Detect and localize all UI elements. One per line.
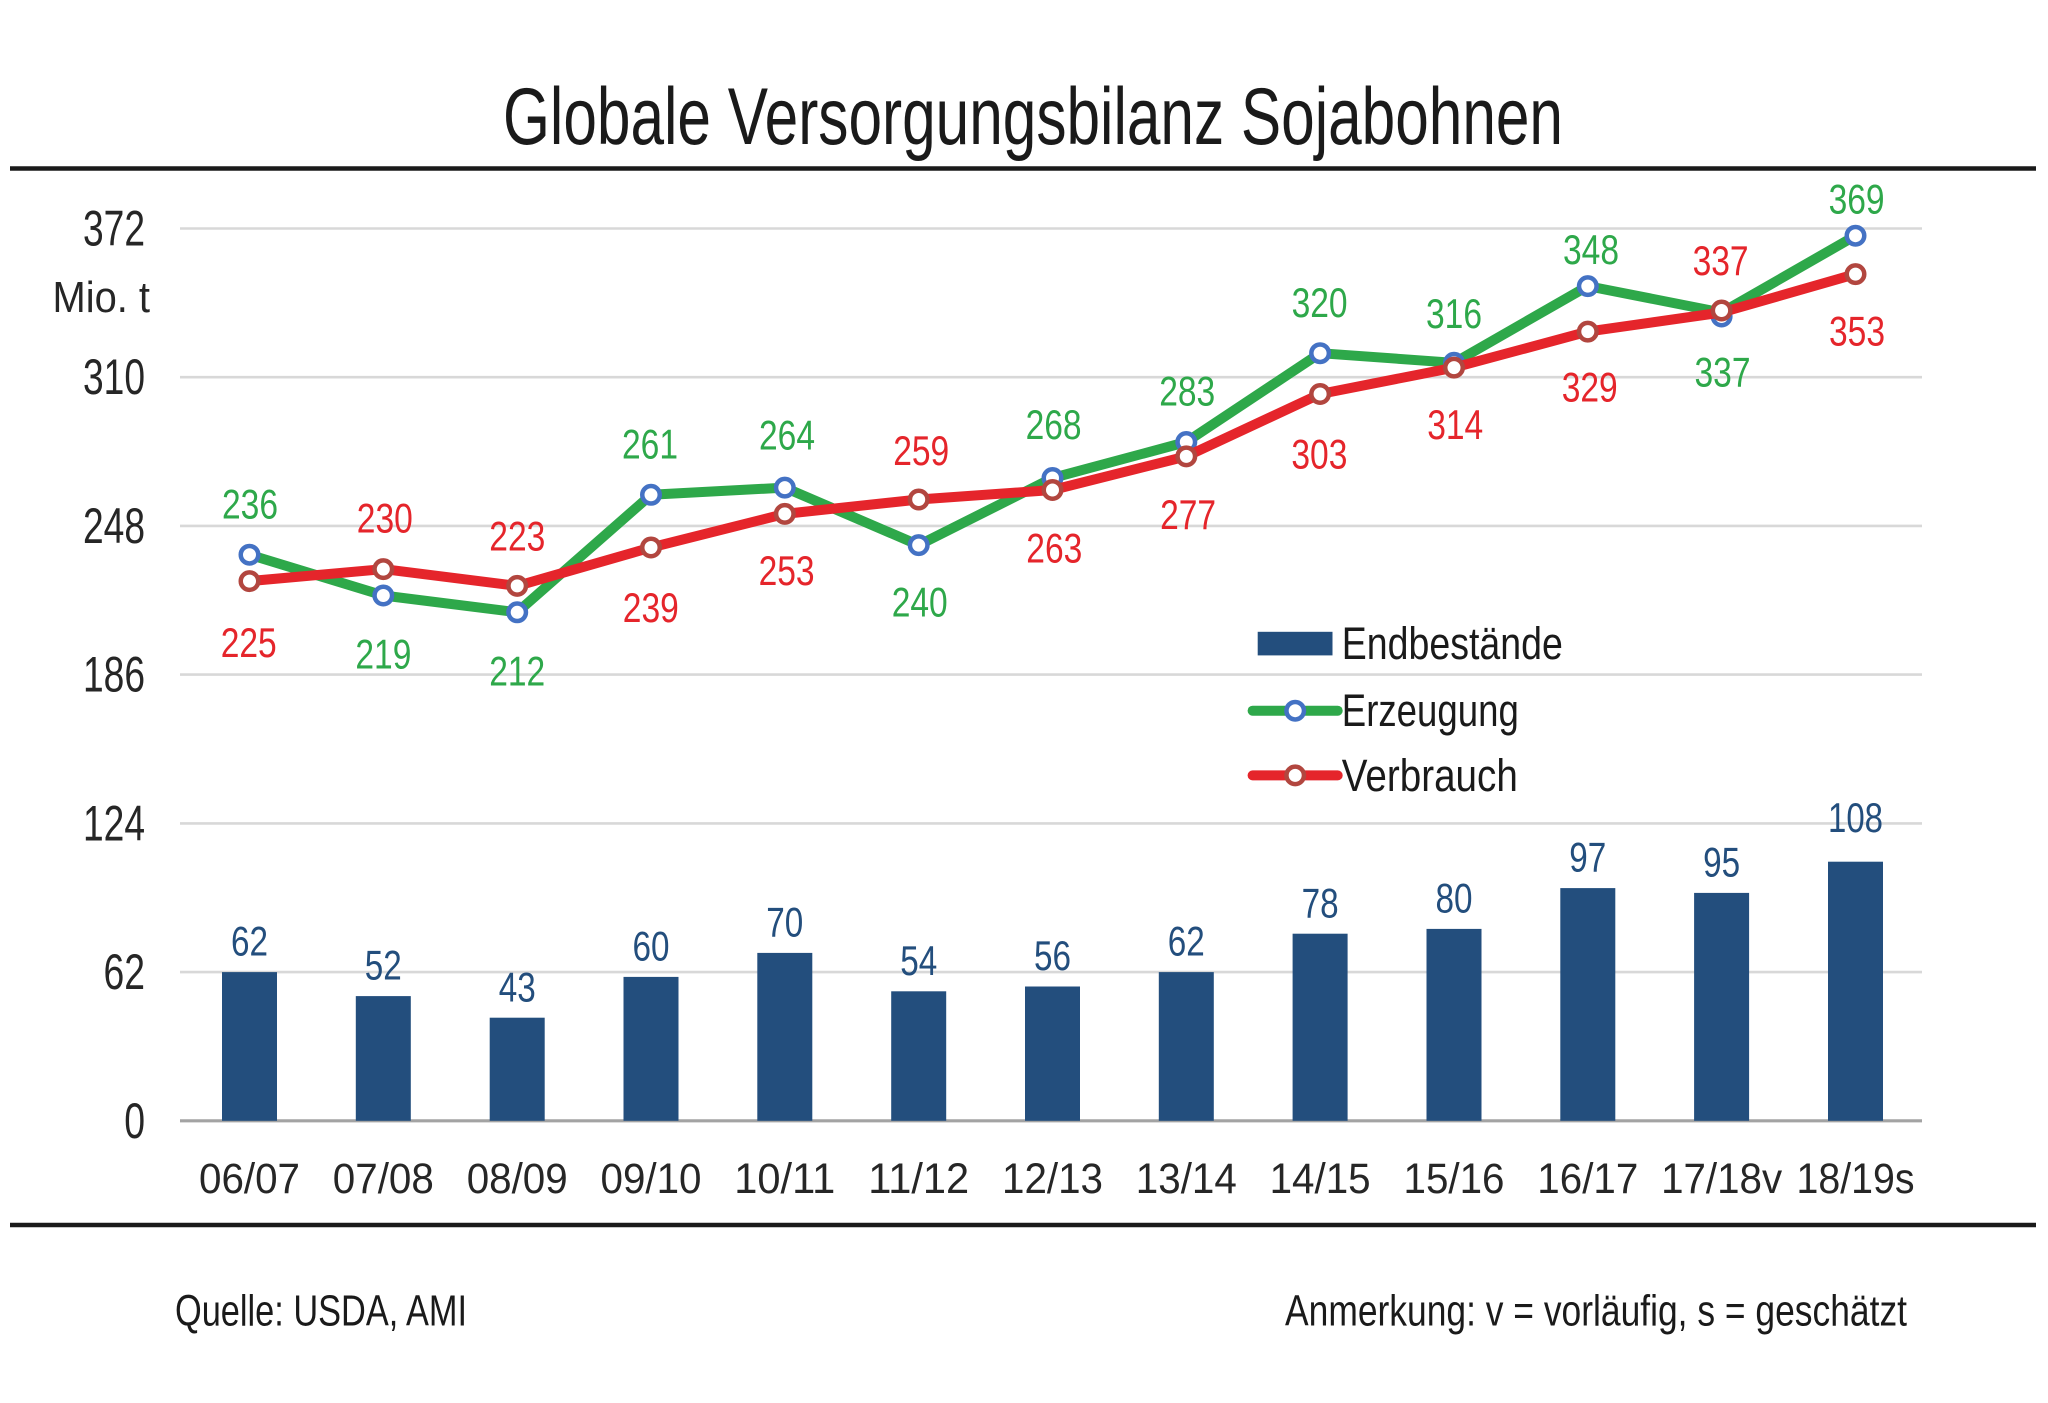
svg-text:12/13: 12/13 xyxy=(1002,1155,1103,1203)
svg-text:80: 80 xyxy=(1436,875,1473,922)
svg-text:Anmerkung: v = vorläufig, s =: Anmerkung: v = vorläufig, s = geschätzt xyxy=(1285,1287,1907,1336)
svg-text:320: 320 xyxy=(1292,279,1348,326)
svg-text:62: 62 xyxy=(231,918,268,965)
svg-text:337: 337 xyxy=(1695,349,1751,396)
svg-text:Globale Versorgungsbilanz Soja: Globale Versorgungsbilanz Sojabohnen xyxy=(503,72,1563,162)
svg-text:17/18v: 17/18v xyxy=(1661,1155,1782,1203)
svg-text:09/10: 09/10 xyxy=(601,1155,702,1203)
svg-text:Verbrauch: Verbrauch xyxy=(1342,750,1518,801)
svg-text:56: 56 xyxy=(1034,932,1071,979)
svg-text:372: 372 xyxy=(83,201,145,257)
svg-text:283: 283 xyxy=(1159,368,1215,415)
svg-text:52: 52 xyxy=(365,942,402,989)
svg-text:Endbestände: Endbestände xyxy=(1342,618,1563,669)
svg-text:337: 337 xyxy=(1693,237,1749,284)
svg-text:310: 310 xyxy=(83,349,145,405)
svg-text:11/12: 11/12 xyxy=(868,1155,969,1203)
svg-text:70: 70 xyxy=(766,899,803,946)
svg-text:Quelle: USDA, AMI: Quelle: USDA, AMI xyxy=(175,1287,467,1336)
svg-text:369: 369 xyxy=(1829,176,1885,223)
svg-text:239: 239 xyxy=(623,584,679,631)
svg-text:223: 223 xyxy=(489,513,545,560)
svg-text:240: 240 xyxy=(892,579,948,626)
svg-text:264: 264 xyxy=(759,412,815,459)
svg-text:225: 225 xyxy=(221,619,277,666)
svg-text:219: 219 xyxy=(355,631,411,678)
svg-text:54: 54 xyxy=(900,937,937,984)
svg-text:62: 62 xyxy=(1168,918,1205,965)
svg-text:06/07: 06/07 xyxy=(199,1155,300,1203)
svg-text:259: 259 xyxy=(893,427,949,474)
svg-text:124: 124 xyxy=(83,795,145,851)
svg-text:303: 303 xyxy=(1291,430,1347,477)
svg-text:60: 60 xyxy=(633,923,670,970)
svg-text:16/17: 16/17 xyxy=(1537,1155,1638,1203)
svg-text:78: 78 xyxy=(1302,879,1339,926)
svg-text:62: 62 xyxy=(104,944,146,1000)
svg-text:0: 0 xyxy=(124,1093,145,1149)
svg-text:18/19s: 18/19s xyxy=(1797,1155,1915,1203)
svg-text:263: 263 xyxy=(1026,525,1082,572)
svg-text:43: 43 xyxy=(499,963,536,1010)
svg-text:316: 316 xyxy=(1426,290,1482,337)
svg-text:15/16: 15/16 xyxy=(1404,1155,1505,1203)
svg-text:236: 236 xyxy=(222,481,278,528)
svg-text:97: 97 xyxy=(1569,834,1606,881)
svg-text:Erzeugung: Erzeugung xyxy=(1342,685,1519,736)
svg-text:248: 248 xyxy=(83,498,145,554)
svg-text:95: 95 xyxy=(1703,839,1740,886)
svg-text:329: 329 xyxy=(1562,363,1618,410)
svg-text:261: 261 xyxy=(622,421,678,468)
svg-text:230: 230 xyxy=(357,495,413,542)
svg-text:186: 186 xyxy=(83,647,145,703)
svg-text:348: 348 xyxy=(1563,226,1619,273)
svg-text:07/08: 07/08 xyxy=(333,1155,434,1203)
svg-text:13/14: 13/14 xyxy=(1136,1155,1237,1203)
svg-text:14/15: 14/15 xyxy=(1270,1155,1371,1203)
svg-text:10/11: 10/11 xyxy=(734,1155,835,1203)
svg-text:253: 253 xyxy=(759,547,815,594)
svg-text:08/09: 08/09 xyxy=(467,1155,568,1203)
svg-text:353: 353 xyxy=(1829,307,1885,354)
svg-text:Mio. t: Mio. t xyxy=(53,273,151,322)
svg-text:268: 268 xyxy=(1026,401,1082,448)
svg-text:314: 314 xyxy=(1427,401,1483,448)
svg-text:108: 108 xyxy=(1828,794,1883,841)
svg-text:212: 212 xyxy=(489,648,545,695)
svg-text:277: 277 xyxy=(1160,491,1216,538)
